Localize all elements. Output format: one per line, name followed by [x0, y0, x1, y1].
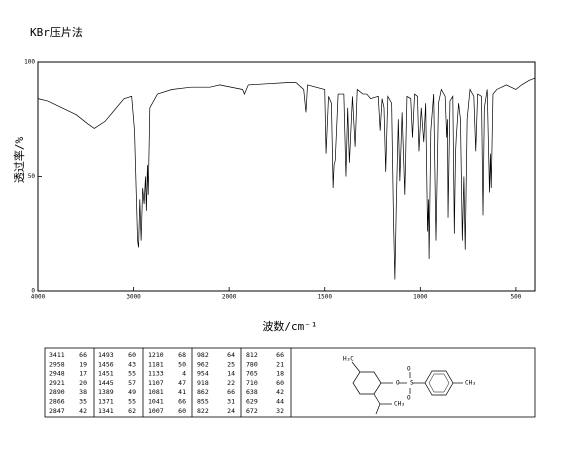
peak-wavenumber: 962	[197, 360, 209, 368]
structure	[351, 361, 463, 415]
peak-wavenumber: 710	[246, 379, 258, 387]
peak-transmittance: 66	[276, 351, 284, 359]
structure-label: H₃C	[343, 356, 354, 363]
peak-wavenumber: 1451	[98, 370, 114, 378]
x-tick-label: 2000	[222, 294, 237, 301]
peak-transmittance: 17	[79, 370, 87, 378]
peak-wavenumber: 629	[246, 398, 258, 406]
peak-transmittance: 49	[128, 388, 136, 396]
peak-transmittance: 43	[128, 360, 136, 368]
peak-transmittance: 68	[178, 351, 186, 359]
peak-transmittance: 31	[227, 398, 235, 406]
peak-wavenumber: 918	[197, 379, 209, 387]
peak-transmittance: 60	[276, 379, 284, 387]
peak-transmittance: 60	[128, 351, 136, 359]
y-tick-label: 0	[31, 288, 35, 295]
peak-wavenumber: 1210	[148, 351, 164, 359]
peak-transmittance: 42	[79, 407, 87, 415]
peak-transmittance: 38	[79, 388, 87, 396]
peak-wavenumber: 954	[197, 370, 209, 378]
structure-label: S	[410, 380, 414, 387]
peak-transmittance: 66	[178, 398, 186, 406]
peak-wavenumber: 1107	[148, 379, 164, 387]
peak-transmittance: 44	[276, 398, 284, 406]
y-tick-label: 100	[24, 59, 35, 66]
cyclohexane-ring	[352, 371, 382, 395]
peak-transmittance: 35	[79, 398, 87, 406]
peak-transmittance: 21	[276, 360, 284, 368]
peak-transmittance: 47	[178, 379, 186, 387]
structure-label: O	[396, 380, 400, 387]
bond	[375, 403, 381, 415]
peak-wavenumber: 1341	[98, 407, 114, 415]
aromatic-circle	[428, 373, 450, 393]
y-tick-label: 50	[28, 173, 36, 180]
peak-wavenumber: 1456	[98, 360, 114, 368]
x-tick-label: 4000	[31, 294, 46, 301]
peak-transmittance: 55	[128, 398, 136, 406]
spectrum-line	[37, 77, 536, 280]
peak-wavenumber: 812	[246, 351, 258, 359]
structure-label: O	[407, 366, 411, 373]
peak-transmittance: 20	[79, 379, 87, 387]
peak-wavenumber: 982	[197, 351, 209, 359]
peak-wavenumber: 822	[197, 407, 209, 415]
peak-wavenumber: 1007	[148, 407, 164, 415]
peak-transmittance: 19	[79, 360, 87, 368]
peak-transmittance: 60	[178, 407, 186, 415]
peak-transmittance: 4	[182, 370, 186, 378]
peak-transmittance: 62	[128, 407, 136, 415]
peak-wavenumber: 672	[246, 407, 258, 415]
peak-wavenumber: 2958	[49, 360, 65, 368]
peak-wavenumber: 3411	[49, 351, 65, 359]
peak-wavenumber: 1445	[98, 379, 114, 387]
peak-wavenumber: 2866	[49, 398, 65, 406]
peak-transmittance: 57	[128, 379, 136, 387]
plot-frame	[37, 61, 536, 292]
peak-wavenumber: 765	[246, 370, 258, 378]
peak-wavenumber: 855	[197, 398, 209, 406]
peak-transmittance: 25	[227, 360, 235, 368]
peak-wavenumber: 2890	[49, 388, 65, 396]
peak-wavenumber: 1493	[98, 351, 114, 359]
peak-wavenumber: 1389	[98, 388, 114, 396]
x-tick-label: 1000	[413, 294, 428, 301]
peak-wavenumber: 1181	[148, 360, 164, 368]
y-axis-label: 透过率/%	[12, 137, 26, 184]
peak-wavenumber: 862	[197, 388, 209, 396]
peak-transmittance: 50	[178, 360, 186, 368]
peak-wavenumber: 1371	[98, 398, 114, 406]
peak-wavenumber: 2847	[49, 407, 65, 415]
peak-transmittance: 14	[227, 370, 235, 378]
peak-wavenumber: 1081	[148, 388, 164, 396]
peak-transmittance: 55	[128, 370, 136, 378]
peak-transmittance: 64	[227, 351, 235, 359]
peak-wavenumber: 638	[246, 388, 258, 396]
peak-wavenumber: 2948	[49, 370, 65, 378]
peak-transmittance: 32	[276, 407, 284, 415]
peak-transmittance: 66	[227, 388, 235, 396]
peak-transmittance: 24	[227, 407, 235, 415]
peak-transmittance: 42	[276, 388, 284, 396]
chart-title: KBr压片法	[30, 25, 83, 39]
x-tick-label: 3000	[126, 294, 141, 301]
peak-wavenumber: 780	[246, 360, 258, 368]
structure-label: O	[407, 395, 411, 402]
table-frame	[44, 347, 536, 418]
structure-label: CH₃	[394, 401, 405, 408]
peak-transmittance: 18	[276, 370, 284, 378]
bond	[351, 361, 361, 373]
peak-transmittance: 22	[227, 379, 235, 387]
peak-wavenumber: 1041	[148, 398, 164, 406]
x-tick-label: 500	[510, 294, 521, 301]
peak-transmittance: 66	[79, 351, 87, 359]
peak-wavenumber: 2921	[49, 379, 65, 387]
peak-wavenumber: 1133	[148, 370, 164, 378]
x-axis-label: 波数/cm⁻¹	[262, 320, 317, 333]
x-tick-label: 1500	[318, 294, 333, 301]
structure-label: CH₃	[465, 380, 476, 387]
bond	[373, 393, 381, 405]
peak-transmittance: 41	[178, 388, 186, 396]
